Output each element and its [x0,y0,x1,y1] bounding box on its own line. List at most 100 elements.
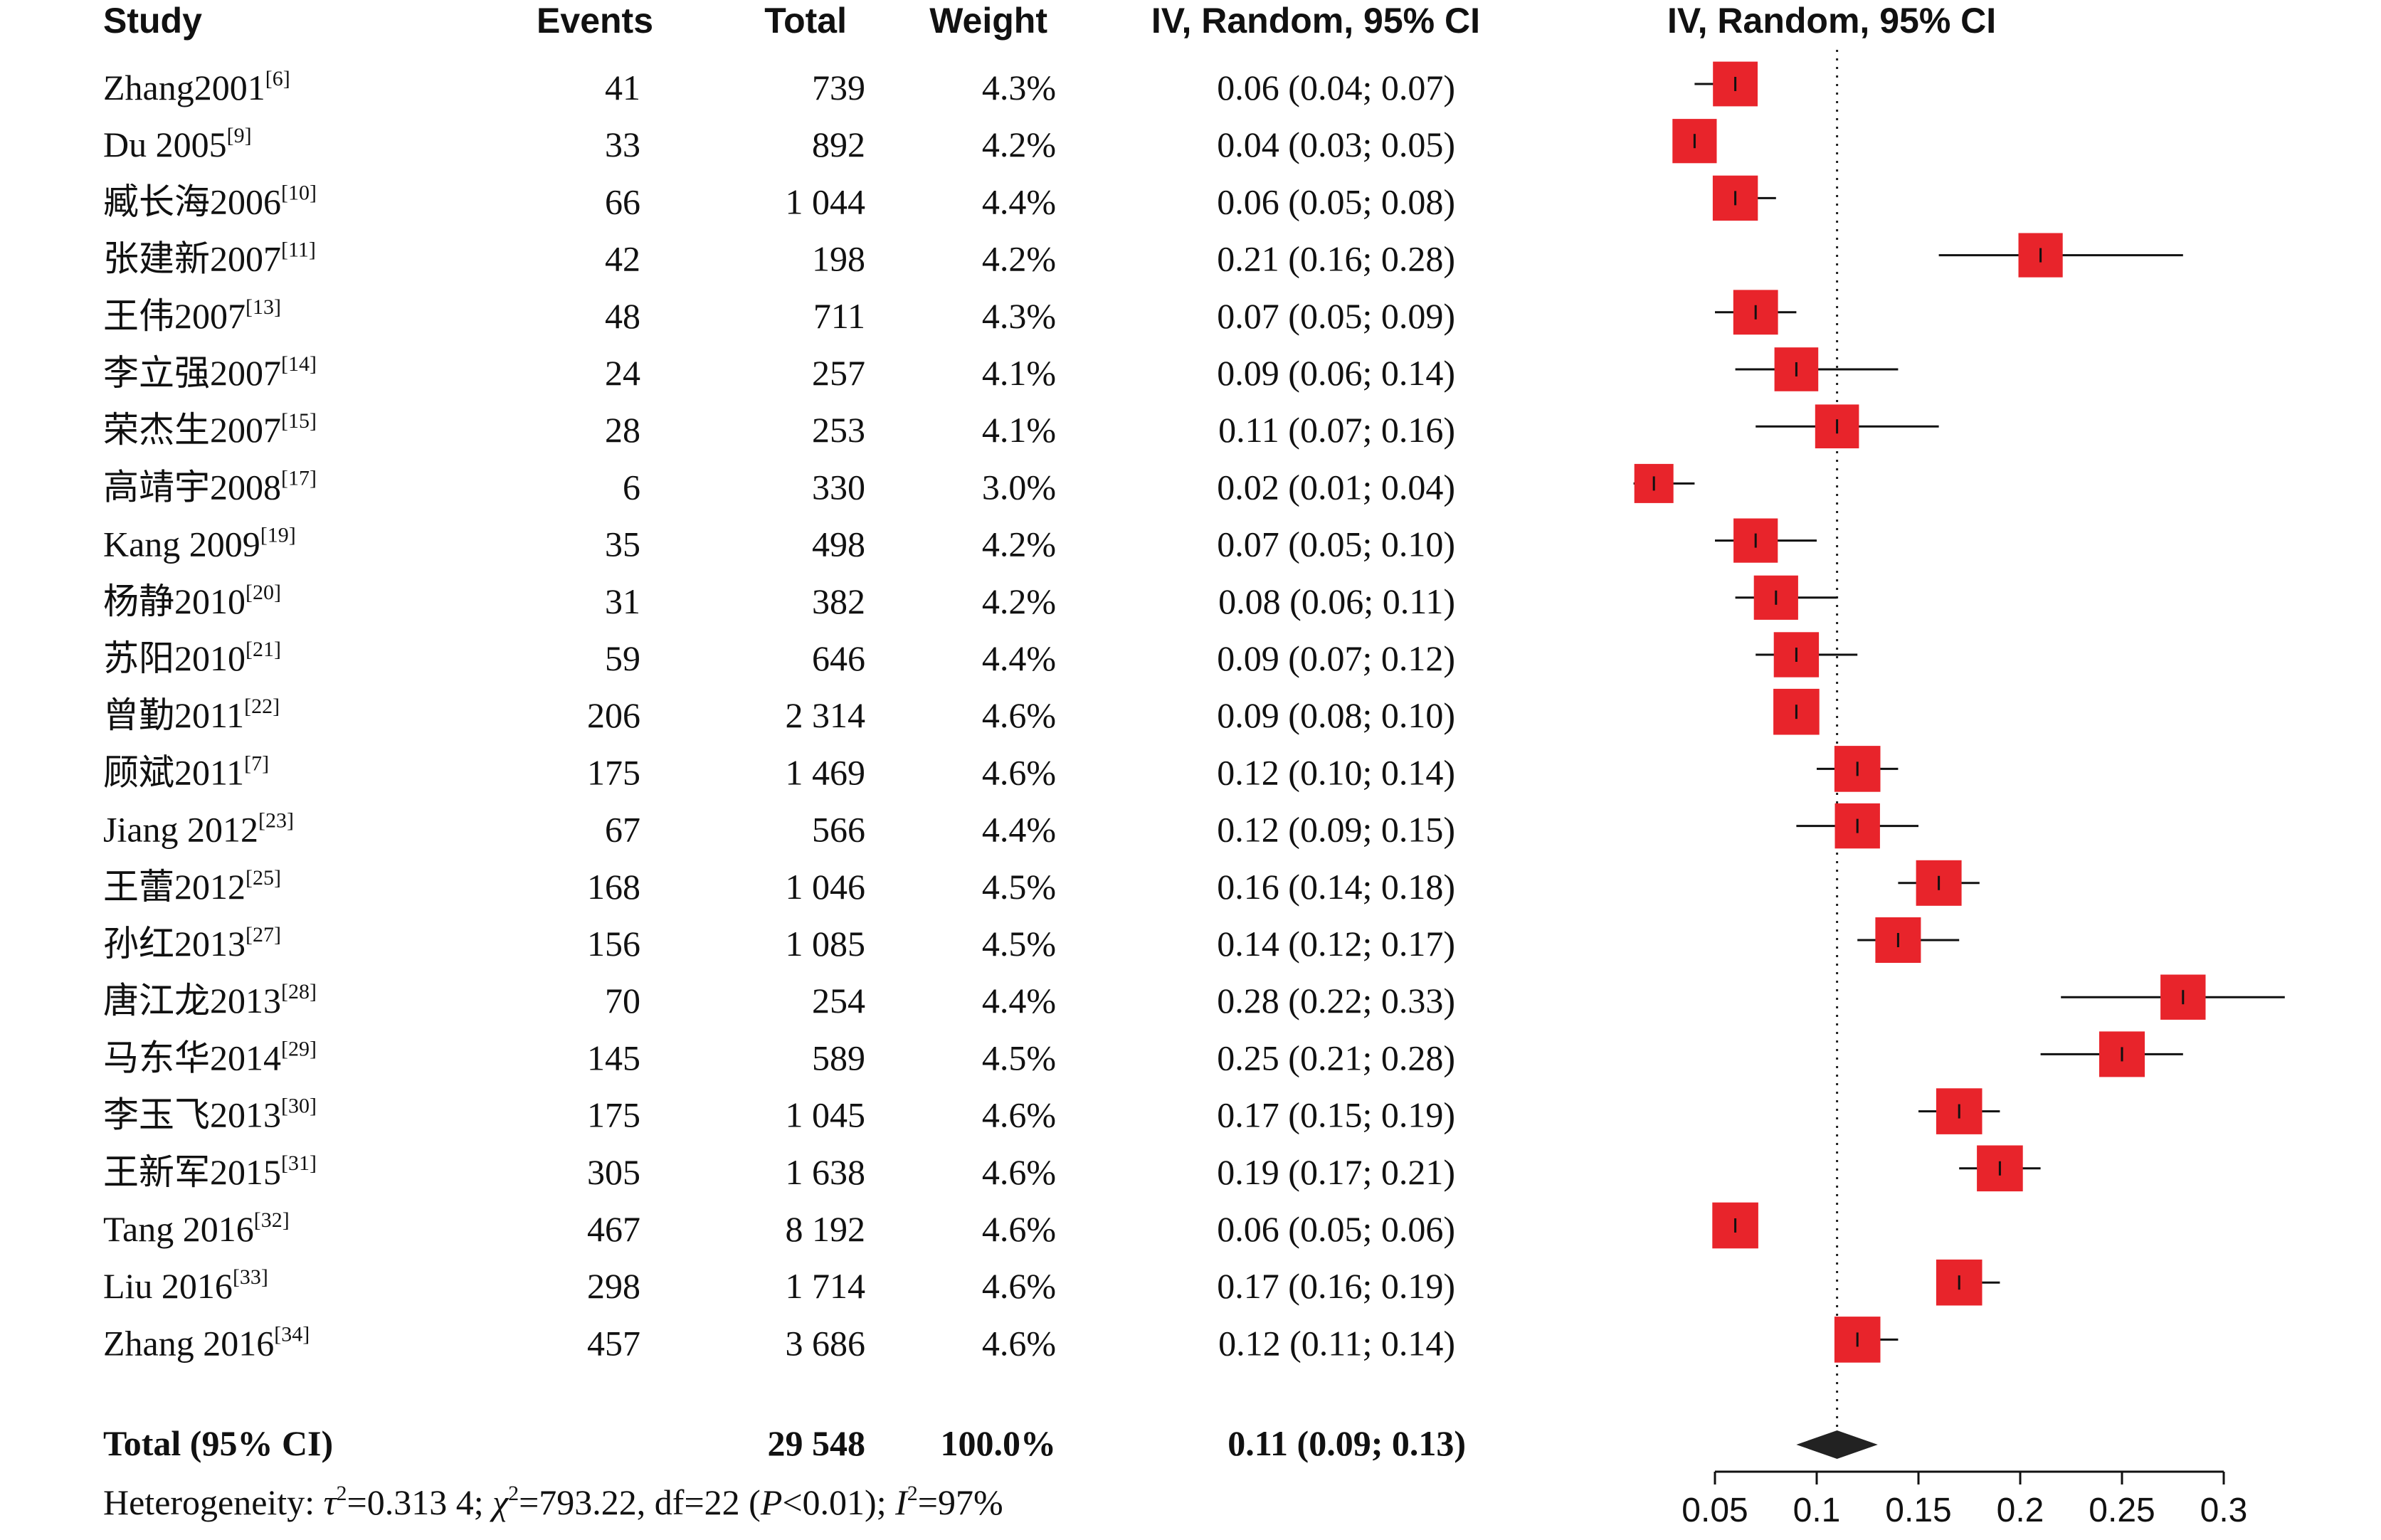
study-events: 305 [587,1152,640,1192]
study-marker [1898,860,1980,906]
study-events: 156 [587,924,640,964]
study-ci: 0.06 (0.05; 0.08) [1217,181,1455,221]
table-row: 苏阳2010[21] 59 646 4.4% 0.09 (0.07; 0.12) [103,638,1455,678]
table-row: Kang 2009[19] 35 498 4.2% 0.07 (0.05; 0.10) [103,524,1455,564]
study-weight: 4.5% [982,924,1056,964]
study-total: 646 [812,638,865,678]
study-events: 33 [605,125,640,164]
study-reference: [23] [258,809,294,833]
study-name: 顾斌2011[7] [103,751,269,792]
study-ci: 0.25 (0.21; 0.28) [1217,1038,1455,1077]
study-name: Zhang2001[6] [103,67,290,107]
study-ci: 0.04 (0.03; 0.05) [1217,125,1455,164]
het-chi-symbol: χ [490,1482,510,1522]
study-reference: [21] [246,638,281,661]
study-name: 马东华2014[29] [103,1037,317,1077]
study-marker [1817,746,1899,792]
het-prefix: Heterogeneity: [103,1482,324,1522]
study-marker [1918,1088,2000,1134]
study-weight: 3.0% [982,467,1056,507]
study-ci: 0.06 (0.05; 0.06) [1217,1209,1455,1249]
study-events: 175 [587,1095,640,1135]
study-marker [1756,632,1858,677]
study-total: 8 192 [786,1209,866,1249]
study-events: 145 [587,1038,640,1077]
study-total: 330 [812,467,865,507]
study-total: 253 [812,410,865,450]
total-weight: 100.0% [941,1423,1057,1463]
study-reference: [19] [260,524,296,547]
study-weight: 4.1% [982,353,1056,393]
study-weight: 4.5% [982,1038,1056,1077]
study-events: 31 [605,581,640,621]
table-row: Du 2005[9] 33 892 4.2% 0.04 (0.03; 0.05) [103,124,1455,164]
study-events: 70 [605,981,640,1020]
header-plot: IV, Random, 95% CI [1667,1,1996,41]
study-reference: [33] [233,1265,268,1289]
study-ci: 0.21 (0.16; 0.28) [1217,239,1455,279]
study-marker [2061,974,2285,1020]
het-p-value: <0.01); [782,1482,895,1522]
study-weight: 4.2% [982,581,1056,621]
study-name: Jiang 2012[23] [103,809,294,850]
study-events: 48 [605,296,640,336]
study-events: 67 [605,810,640,850]
study-weight: 4.6% [982,1209,1056,1249]
study-total: 892 [812,125,865,164]
het-tau-sq: 2 [337,1482,347,1505]
study-total: 2 314 [786,695,866,735]
study-events: 467 [587,1209,640,1249]
study-name: Du 2005[9] [103,124,252,164]
study-events: 41 [605,68,640,107]
het-i-symbol: I [894,1482,909,1522]
study-reference: [32] [254,1208,290,1232]
het-chi-sq: 2 [508,1482,519,1505]
study-table: Zhang2001[6] 41 739 4.3% 0.06 (0.04; 0.07) Du… [103,67,1455,1363]
het-p-symbol: P [760,1482,783,1522]
study-ci: 0.02 (0.01; 0.04) [1217,467,1455,507]
table-row: Zhang 2016[34] 457 3 686 4.6% 0.12 (0.11; 0.… [103,1322,1455,1363]
study-weight: 4.2% [982,524,1056,564]
table-row: Jiang 2012[23] 67 566 4.4% 0.12 (0.09; 0.15) [103,809,1455,850]
total-ci: 0.11 (0.09; 0.13) [1228,1423,1466,1463]
study-name: 王新军2015[31] [103,1151,317,1192]
study-weight: 4.3% [982,68,1056,107]
x-tick-label: 0.3 [2200,1492,2248,1529]
table-row: 李立强2007[14] 24 257 4.1% 0.09 (0.06; 0.14) [103,352,1455,393]
study-reference: [28] [281,980,317,1003]
study-total: 254 [812,981,865,1020]
study-ci: 0.08 (0.06; 0.11) [1218,581,1455,621]
study-name: 高靖宇2008[17] [103,466,317,507]
study-weight: 4.2% [982,239,1056,279]
table-row: Liu 2016[33] 298 1 714 4.6% 0.17 (0.16; 0.19… [103,1265,1455,1306]
study-reference: [9] [227,124,252,147]
het-tau-symbol: τ [324,1482,338,1522]
study-reference: [17] [281,466,317,490]
study-marker [1715,518,1817,563]
table-row: Zhang2001[6] 41 739 4.3% 0.06 (0.04; 0.07) [103,67,1455,107]
study-marker [1735,575,1837,620]
study-marker [1756,404,1939,448]
study-ci: 0.28 (0.22; 0.33) [1217,981,1455,1020]
study-name: Kang 2009[19] [103,524,296,564]
study-events: 298 [587,1266,640,1306]
study-total: 1 045 [786,1095,866,1135]
study-name: 苏阳2010[21] [103,638,281,678]
study-ci: 0.09 (0.08; 0.10) [1217,695,1455,735]
study-events: 24 [605,353,640,393]
study-events: 6 [623,467,640,507]
pooled-estimate-diamond [1796,1430,1878,1459]
table-row: 李玉飞2013[30] 175 1 045 4.6% 0.17 (0.15; 0.19) [103,1095,1455,1135]
study-name: Liu 2016[33] [103,1265,268,1306]
study-marker [1694,61,1758,107]
study-events: 66 [605,181,640,221]
total-count: 29 548 [768,1423,866,1463]
study-ci: 0.16 (0.14; 0.18) [1217,867,1455,907]
table-row: 臧长海2006[10] 66 1 044 4.4% 0.06 (0.05; 0.08) [103,181,1455,221]
study-events: 175 [587,752,640,792]
study-name: 荣杰生2007[15] [103,409,317,450]
study-marker [1938,233,2183,278]
study-marker [1959,1145,2041,1192]
study-name: 张建新2007[11] [103,238,316,279]
study-marker [1857,917,1960,963]
